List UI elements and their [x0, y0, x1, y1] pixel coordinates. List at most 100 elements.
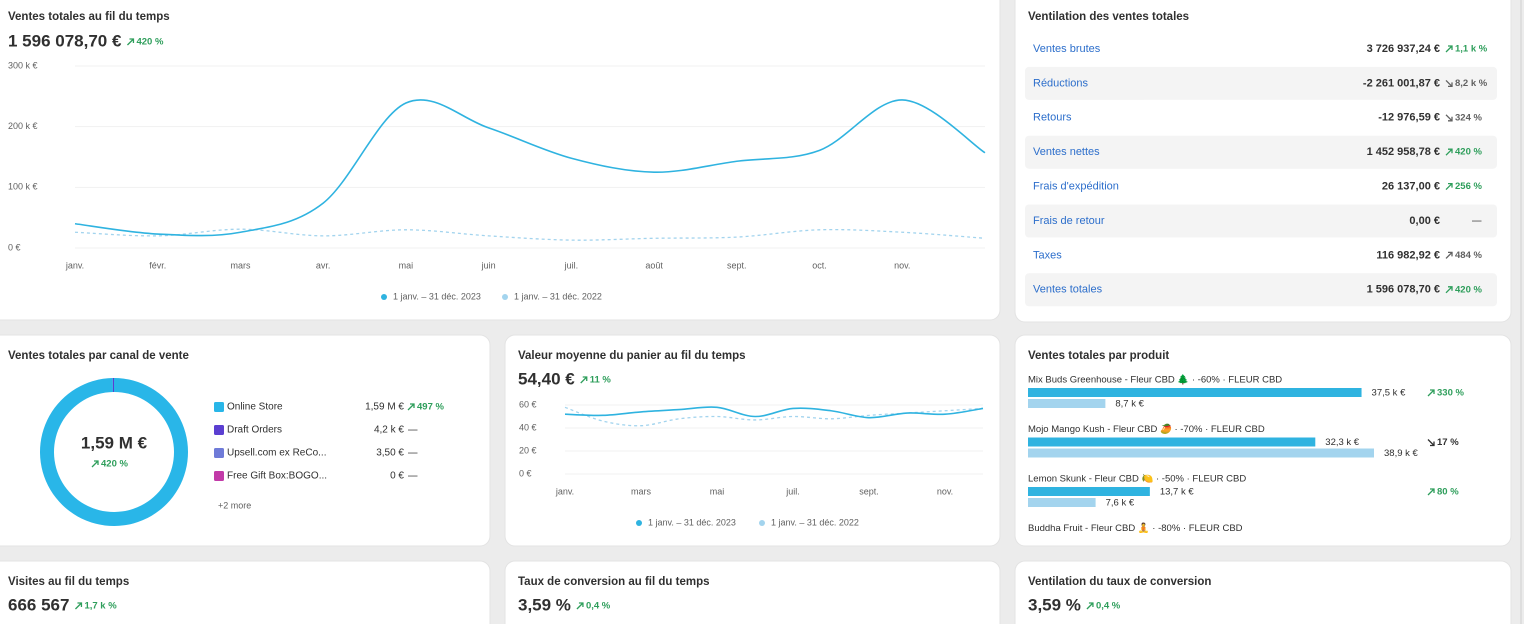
- row-label: Retours: [1033, 112, 1072, 124]
- product-label: Mix Buds Greenhouse - Fleur CBD 🌲 · -60%…: [1028, 374, 1282, 386]
- row-value: 1 596 078,70 €: [1367, 284, 1440, 296]
- headline: 54,40 €: [518, 369, 575, 388]
- x-tick-label: juin: [481, 260, 496, 270]
- row-value: 0,00 €: [1409, 215, 1440, 227]
- headline: 3,59 %: [518, 595, 571, 614]
- trend-icon: [126, 38, 135, 46]
- change-label: —: [1472, 216, 1482, 227]
- bar: [1028, 487, 1150, 496]
- x-tick-label: mai: [710, 486, 725, 496]
- legend-label: 1 janv. – 31 déc. 2023: [393, 291, 481, 301]
- row-background: [1025, 66, 1497, 100]
- legend-label: Draft Orders: [227, 425, 282, 436]
- change-label: 330 %: [1437, 388, 1464, 399]
- trend-icon: [91, 460, 99, 468]
- change-label: 420 %: [136, 37, 163, 48]
- card: [0, 560, 491, 624]
- change-label: 8,2 k %: [1455, 78, 1488, 89]
- x-tick-label: mars: [230, 260, 250, 270]
- card: [1014, 560, 1512, 624]
- product-label: Buddha Fruit - Fleur CBD 🧘 · -80% · FLEU…: [1028, 522, 1243, 534]
- bar: [1028, 448, 1374, 458]
- row-label: Réductions: [1033, 77, 1089, 89]
- x-tick-label: nov.: [937, 486, 953, 496]
- line-series: [74, 99, 986, 237]
- row-label: Ventes nettes: [1033, 146, 1100, 158]
- bar: [1028, 498, 1096, 507]
- change-label: 0,4 %: [1096, 601, 1121, 612]
- card-title: Taux de conversion au fil du temps: [518, 576, 710, 588]
- y-tick-label: 40 €: [519, 422, 537, 432]
- x-tick-label: oct.: [812, 260, 827, 270]
- bar-value-label: 13,7 k €: [1160, 487, 1195, 498]
- bar: [1028, 399, 1106, 408]
- legend-label: 1 janv. – 31 déc. 2022: [514, 291, 602, 301]
- change-label: 80 %: [1437, 487, 1459, 498]
- center-value: 1,59 M €: [81, 433, 148, 452]
- legend-label: Online Store: [227, 402, 283, 413]
- legend-label: 1 janv. – 31 déc. 2022: [771, 517, 859, 527]
- card-title: Visites au fil du temps: [8, 576, 129, 588]
- pie-slice: [112, 378, 114, 393]
- line-series: [564, 406, 984, 419]
- change-label: 17 %: [1437, 437, 1459, 448]
- legend-label: Free Gift Box:BOGO...: [227, 471, 327, 482]
- x-tick-label: sept.: [859, 486, 879, 496]
- card-title: Valeur moyenne du panier au fil du temps: [518, 350, 746, 362]
- change-label: —: [408, 425, 418, 436]
- card: [0, 334, 491, 547]
- row-label: Ventes brutes: [1033, 43, 1101, 55]
- x-tick-label: juil.: [564, 260, 579, 270]
- bar-value-label: 37,5 k €: [1372, 388, 1407, 399]
- trend-icon: [1445, 182, 1453, 191]
- y-tick-label: 20 €: [519, 445, 537, 455]
- change-label: 0,4 %: [586, 601, 611, 612]
- change-label: 420 %: [1455, 147, 1482, 158]
- card: [504, 334, 1001, 547]
- row-label: Taxes: [1033, 249, 1062, 261]
- product-label: Mojo Mango Kush - Fleur CBD 🥭 · -70% · F…: [1028, 423, 1265, 435]
- legend-label: Upsell.com ex ReCo...: [227, 448, 326, 459]
- x-tick-label: nov.: [894, 260, 910, 270]
- bar-value-label: 38,9 k €: [1384, 448, 1419, 459]
- bar: [1028, 437, 1316, 447]
- trend-icon: [1445, 45, 1453, 53]
- legend-swatch: [214, 471, 224, 481]
- legend-swatch: [636, 520, 642, 526]
- trend-icon: [74, 602, 83, 610]
- trend-icon: [1086, 602, 1094, 610]
- legend-value: 0 €: [390, 471, 404, 482]
- row-label: Frais de retour: [1033, 215, 1105, 227]
- row-label: Frais d'expédition: [1033, 181, 1119, 193]
- trend-icon: [1445, 148, 1453, 156]
- row-background: [1025, 204, 1497, 238]
- trend-icon: [576, 602, 584, 610]
- row-value: 1 452 958,78 €: [1367, 146, 1440, 158]
- y-tick-label: 0 €: [519, 468, 532, 478]
- bar: [1028, 388, 1362, 397]
- product-label: Lemon Skunk - Fleur CBD 🍋 · -50% · FLEUR…: [1028, 473, 1246, 485]
- legend-value: 3,50 €: [376, 448, 404, 459]
- x-tick-label: févr.: [149, 260, 166, 270]
- change-label: 11 %: [590, 375, 612, 386]
- x-tick-label: mars: [631, 486, 651, 496]
- legend-swatch: [214, 448, 224, 458]
- trend-icon: [1427, 389, 1435, 397]
- legend-swatch: [214, 425, 224, 435]
- card-title: Ventes totales au fil du temps: [8, 11, 170, 23]
- change-label: 256 %: [1455, 181, 1482, 192]
- change-label: —: [408, 448, 418, 459]
- legend-swatch: [214, 402, 224, 412]
- row-background: [1025, 273, 1497, 307]
- legend-value: 4,2 k €: [374, 425, 404, 436]
- y-tick-label: 300 k €: [8, 60, 38, 70]
- x-tick-label: sept.: [727, 260, 747, 270]
- headline: 3,59 %: [1028, 595, 1081, 614]
- line-series: [74, 228, 986, 241]
- bar-value-label: 8,7 k €: [1115, 399, 1144, 410]
- y-tick-label: 60 €: [519, 399, 537, 409]
- change-label: 1,1 k %: [1455, 44, 1488, 55]
- trend-icon: [1445, 114, 1453, 122]
- trend-icon: [1445, 79, 1453, 88]
- change-label: 484 %: [1455, 250, 1482, 261]
